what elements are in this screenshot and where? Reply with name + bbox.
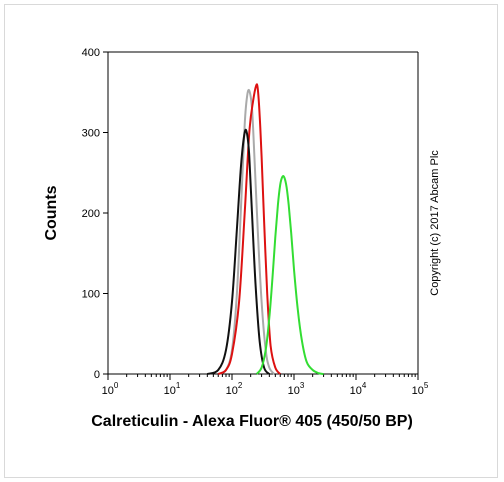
- series-line-green: [255, 175, 324, 375]
- y-tick-label: 200: [82, 208, 100, 220]
- x-tick-label: 102: [226, 381, 243, 397]
- series-line-red: [217, 83, 282, 375]
- y-tick-label: 0: [94, 369, 100, 381]
- x-axis-title: Calreticulin - Alexa Fluor® 405 (450/50 …: [91, 413, 413, 430]
- x-tick-label: 104: [350, 381, 367, 397]
- y-tick-label: 300: [82, 128, 100, 140]
- series-line-black: [206, 128, 271, 375]
- series-layer: [206, 83, 324, 375]
- series-line-grey: [217, 88, 276, 375]
- x-tick-label: 101: [164, 381, 181, 397]
- y-tick-label: 400: [82, 47, 100, 59]
- y-axis-ticks: 0 100 200 300 400: [82, 47, 108, 381]
- y-tick-label: 100: [82, 289, 100, 301]
- y-axis-title: Counts: [43, 185, 60, 240]
- x-axis-ticks: 100 101 102 103 104 105: [102, 374, 429, 397]
- copyright-text: Copyright (c) 2017 Abcam Plc: [429, 150, 441, 296]
- x-tick-label: 103: [288, 381, 305, 397]
- x-tick-label: 105: [412, 381, 429, 397]
- figure-frame: [4, 4, 498, 478]
- x-tick-label: 100: [102, 381, 119, 397]
